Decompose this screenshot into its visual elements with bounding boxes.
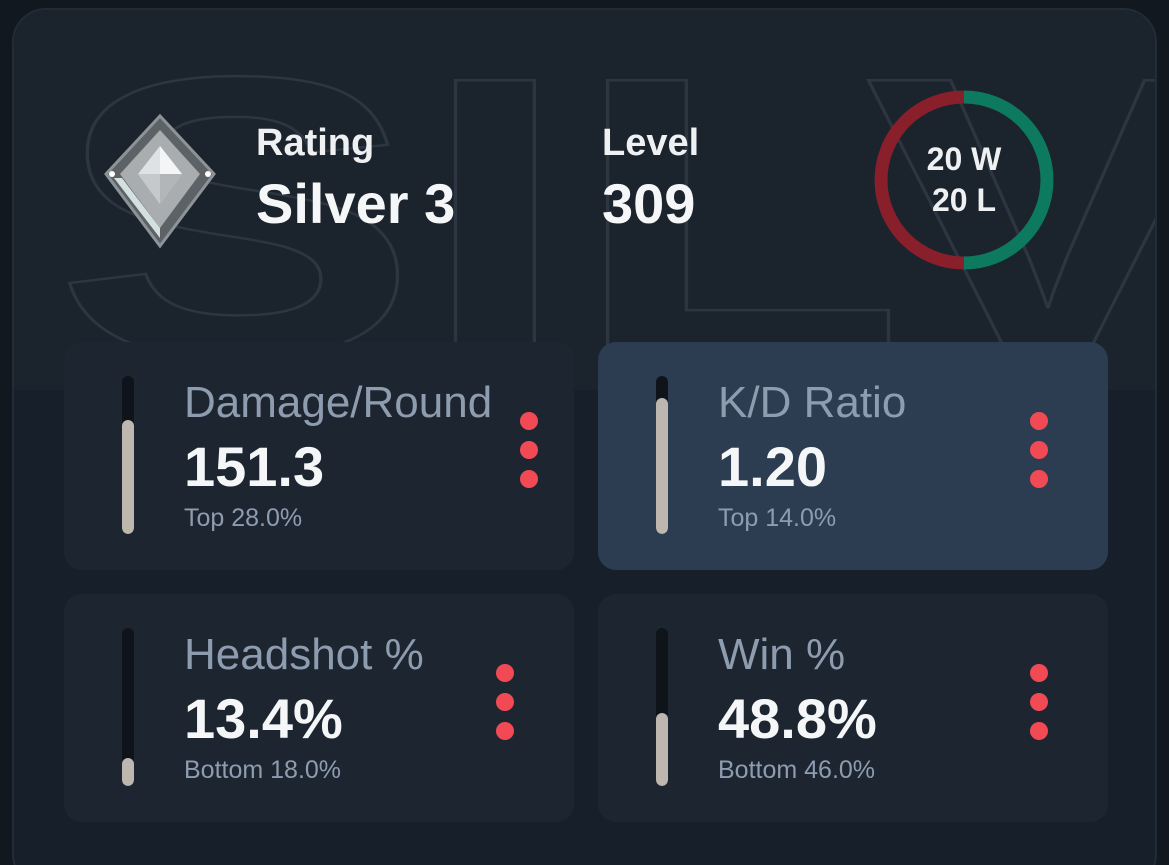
player-summary-card: SILV Rating Silver 3 Level 309 20 W 20 L — [12, 8, 1157, 865]
percentile-bar — [656, 376, 668, 534]
rating-value: Silver 3 — [256, 172, 456, 235]
stat-title: Win % — [718, 630, 846, 679]
stat-percentile: Top 28.0% — [184, 504, 303, 532]
more-options-icon[interactable] — [493, 664, 517, 740]
stat-value: 13.4% — [184, 687, 343, 750]
stat-value: 151.3 — [184, 435, 325, 498]
rank-watermark-text: SILV — [54, 10, 1155, 390]
percentile-bar — [656, 628, 668, 786]
level-value: 309 — [602, 172, 696, 235]
stat-tile-kd-ratio[interactable]: K/D Ratio 1.20 Top 14.0% — [598, 342, 1108, 570]
silver-rank-icon — [104, 113, 216, 249]
stat-value: 48.8% — [718, 687, 877, 750]
win-loss-ring: 20 W 20 L — [874, 90, 1054, 270]
stat-title: K/D Ratio — [718, 378, 907, 427]
losses-count: 20 L — [931, 182, 997, 218]
stat-title: Headshot % — [184, 630, 424, 679]
level-label: Level — [602, 122, 700, 164]
percentile-bar-fill — [656, 713, 668, 786]
stat-value: 1.20 — [718, 435, 827, 498]
more-options-icon[interactable] — [1027, 412, 1051, 488]
stat-title: Damage/Round — [184, 378, 493, 427]
win-loss-ring-chart — [874, 90, 1054, 270]
more-options-icon[interactable] — [1027, 664, 1051, 740]
loss-arc — [874, 90, 965, 270]
level-block: Level 309 — [602, 122, 699, 236]
wins-count: 20 W — [926, 141, 1002, 177]
rating-block: Rating Silver 3 — [256, 122, 455, 236]
rating-label: Rating — [256, 122, 375, 164]
win-arc — [963, 90, 1054, 270]
stat-tile-damage-round[interactable]: Damage/Round 151.3 Top 28.0% — [64, 342, 574, 570]
more-options-icon[interactable] — [517, 412, 541, 488]
stat-percentile: Top 14.0% — [718, 504, 837, 532]
win-loss-counts: 20 W 20 L — [874, 90, 1054, 270]
rank-watermark: SILV — [53, 10, 1155, 390]
percentile-bar-fill — [122, 420, 134, 534]
stat-tile-headshot[interactable]: Headshot % 13.4% Bottom 18.0% — [64, 594, 574, 822]
percentile-bar-fill — [122, 757, 134, 786]
percentile-bar — [122, 628, 134, 786]
percentile-bar — [122, 376, 134, 534]
stat-percentile: Bottom 18.0% — [184, 756, 342, 784]
stat-percentile: Bottom 46.0% — [718, 756, 876, 784]
header-band — [14, 10, 1155, 390]
percentile-bar-fill — [656, 398, 668, 534]
stat-tile-win-percent[interactable]: Win % 48.8% Bottom 46.0% — [598, 594, 1108, 822]
